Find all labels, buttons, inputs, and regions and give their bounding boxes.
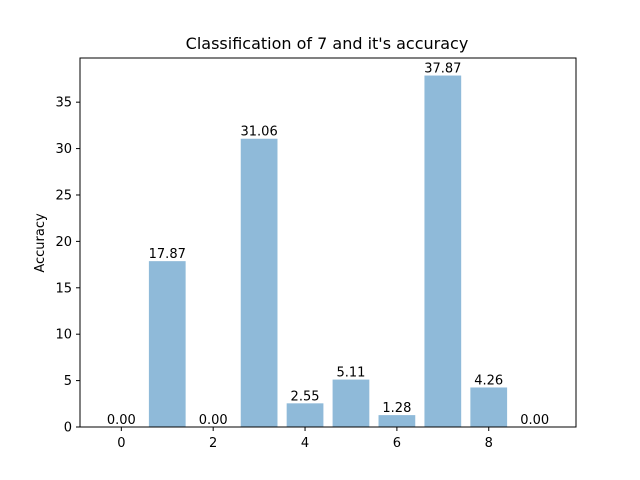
x-tick-label-6: 6 bbox=[393, 436, 401, 451]
bars-group bbox=[148, 75, 508, 428]
data-label-9: 0.00 bbox=[520, 413, 549, 428]
y-tick-label-10: 10 bbox=[55, 328, 72, 343]
bar-5 bbox=[332, 379, 370, 427]
x-tick-label-2: 2 bbox=[209, 436, 217, 451]
x-tick-label-0: 0 bbox=[117, 436, 125, 451]
bar-4 bbox=[286, 403, 324, 427]
y-axis: 0 5 10 15 20 25 30 35 bbox=[55, 96, 80, 436]
bar-1 bbox=[148, 261, 186, 427]
y-tick-label-35: 35 bbox=[55, 96, 72, 111]
y-tick-label-5: 5 bbox=[64, 374, 72, 389]
plot-frame bbox=[79, 57, 577, 428]
data-label-7: 37.87 bbox=[424, 62, 461, 77]
bar-8 bbox=[470, 387, 508, 427]
data-label-4: 2.55 bbox=[291, 389, 320, 404]
y-tick-label-30: 30 bbox=[55, 142, 72, 157]
y-tick-label-20: 20 bbox=[55, 235, 72, 250]
x-tick-label-4: 4 bbox=[301, 436, 309, 451]
x-tick-label-8: 8 bbox=[485, 436, 493, 451]
data-label-8: 4.26 bbox=[474, 373, 503, 388]
data-label-3: 31.06 bbox=[241, 125, 278, 140]
y-tick-label-0: 0 bbox=[64, 421, 72, 436]
bar-3 bbox=[240, 138, 278, 428]
y-tick-label-25: 25 bbox=[55, 188, 72, 203]
data-label-2: 0.00 bbox=[199, 413, 228, 428]
data-label-1: 17.87 bbox=[149, 247, 186, 262]
data-label-6: 1.28 bbox=[382, 401, 411, 416]
data-label-0: 0.00 bbox=[107, 413, 136, 428]
bar-6 bbox=[378, 415, 416, 427]
y-axis-label: Accuracy bbox=[33, 213, 48, 273]
x-axis: 0 2 4 6 8 bbox=[117, 427, 493, 451]
bar-7 bbox=[424, 75, 462, 427]
chart-title: Classification of 7 and it's accuracy bbox=[186, 34, 469, 53]
data-labels-group: 0.00 17.87 0.00 31.06 2.55 5.11 1.28 37.87 4.26 0… bbox=[107, 62, 549, 428]
y-tick-label-15: 15 bbox=[55, 281, 72, 296]
data-label-5: 5.11 bbox=[336, 366, 365, 381]
